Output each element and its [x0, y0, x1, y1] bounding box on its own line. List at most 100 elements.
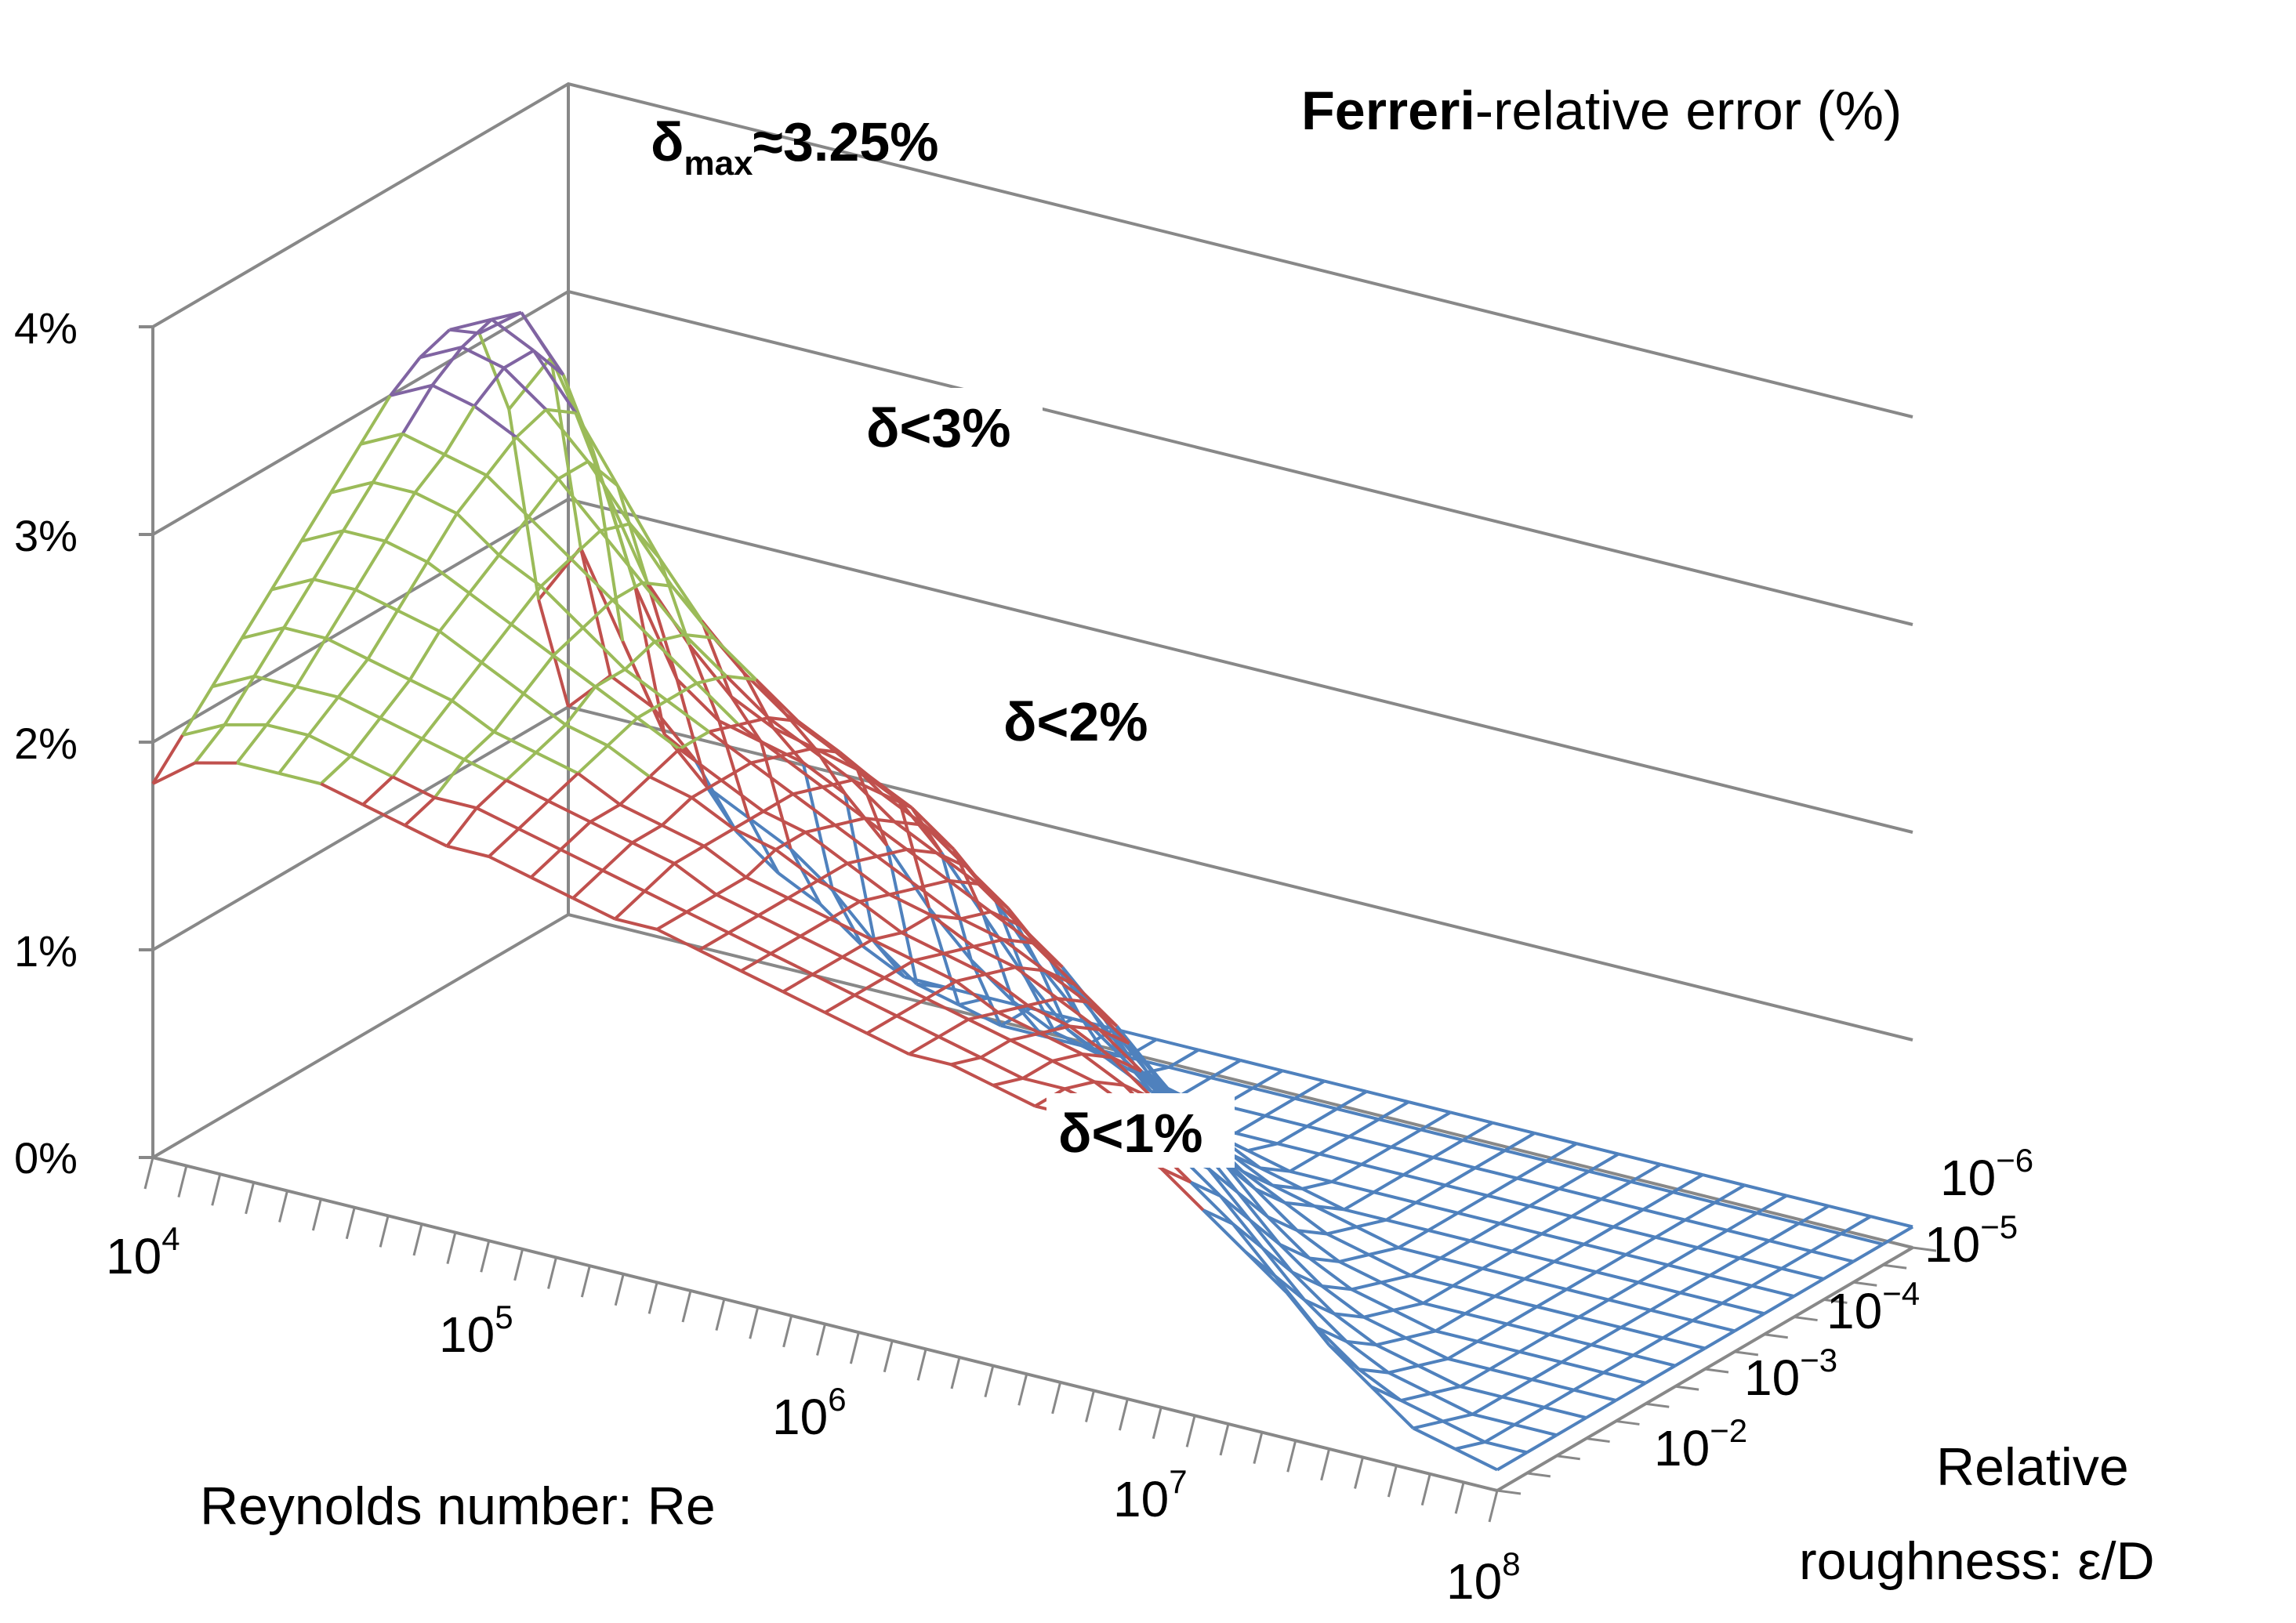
surface-eps-line-12-17 — [895, 997, 927, 1018]
surface-re-line-7-5 — [569, 557, 614, 602]
surface-re-line-8-23 — [1296, 1229, 1340, 1263]
surface-eps-line-7-10 — [750, 754, 782, 765]
surface-re-line-8-26 — [1423, 1302, 1466, 1316]
surface-re-line-1-1 — [579, 547, 625, 643]
re-tick-16 — [681, 1290, 692, 1323]
surface-re-line-3-1 — [520, 311, 565, 376]
surface-eps-line-0-16 — [1210, 1059, 1242, 1079]
surface-eps-line-4-29 — [1637, 1263, 1669, 1284]
surface-eps-line-9-17 — [985, 965, 1016, 976]
surface-eps-line-0-24 — [1546, 1142, 1578, 1163]
surface-eps-line-10-32 — [1585, 1399, 1617, 1419]
surface-eps-line-1-10 — [927, 908, 960, 1005]
surface-eps-line-5-8 — [726, 674, 756, 682]
surface-eps-line-1-16 — [1180, 1076, 1212, 1097]
surface-re-line-7-21 — [1242, 1170, 1286, 1205]
surface-re-line-3-8 — [814, 747, 858, 771]
surface-eps-line-6-30 — [1620, 1309, 1652, 1329]
surface-re-line-1-18 — [1294, 1096, 1337, 1110]
surface-eps-line-1-20 — [1348, 1118, 1380, 1139]
surface-re-line-9-22 — [1224, 1163, 1269, 1218]
surface-eps-line-5-25 — [1439, 1239, 1471, 1260]
surface-re-line-11-26 — [1333, 1312, 1377, 1346]
surface-eps-line-6-12 — [864, 817, 895, 824]
surface-eps-line-11-2 — [295, 637, 328, 688]
surface-re-line-10-4 — [438, 629, 483, 664]
surface-re-line-6-2 — [473, 404, 517, 439]
surface-eps-line-6-5 — [569, 529, 602, 560]
surface-eps-line-9-0 — [270, 540, 303, 591]
surface-re-line-14-17 — [866, 1031, 910, 1056]
surface-eps-line-5-2 — [473, 367, 506, 408]
re-tick-35 — [1320, 1448, 1331, 1481]
surface-re-line-13-9 — [560, 848, 604, 872]
surface-eps-line-4-15 — [1048, 959, 1082, 1016]
surface-re-line-7-4 — [527, 516, 572, 560]
surface-eps-line-6-6 — [611, 581, 644, 602]
surface-re-line-1-17 — [1252, 1086, 1296, 1100]
re-tick-18 — [749, 1306, 760, 1339]
surface-eps-line-0-30 — [1797, 1205, 1830, 1225]
re-tick-22 — [883, 1340, 894, 1373]
surface-re-line-0-18 — [1324, 1079, 1367, 1093]
surface-re-line-9-19 — [1098, 1028, 1143, 1073]
surface-re-line-11-6 — [493, 730, 537, 755]
surface-eps-line-8-11 — [762, 792, 794, 813]
lt2-label-bg — [992, 682, 1180, 756]
surface-eps-line-12-21 — [1064, 1080, 1095, 1091]
surface-eps-line-7-6 — [582, 599, 614, 629]
surface-eps-line-7-15 — [960, 910, 992, 921]
surface-re-line-0-30 — [1828, 1204, 1871, 1219]
surface-re-line-14-5 — [362, 802, 406, 827]
re-tick-40 — [1488, 1490, 1499, 1523]
surface-re-line-11-10 — [661, 824, 705, 848]
surface-re-line-14-28 — [1328, 1343, 1373, 1388]
surface-eps-line-9-9 — [648, 748, 680, 778]
roughness-tick-0 — [1496, 1489, 1522, 1495]
surface-re-line-10-0 — [270, 578, 314, 592]
surface-eps-line-9-27 — [1406, 1329, 1436, 1340]
surface-eps-line-1-21 — [1390, 1128, 1422, 1149]
surface-eps-line-6-0 — [359, 394, 392, 445]
surface-re-line-8-6 — [582, 626, 626, 671]
surface-re-line-13-20 — [1022, 1077, 1065, 1091]
surface-eps-line-3-29 — [1667, 1246, 1699, 1266]
surface-re-line-2-26 — [1601, 1197, 1644, 1212]
roughness-tick-10 — [1794, 1316, 1818, 1322]
surface-eps-line-12-32 — [1525, 1433, 1558, 1455]
re-tick-15 — [647, 1282, 658, 1314]
surface-eps-line-10-26 — [1333, 1312, 1365, 1319]
surface-re-line-8-14 — [918, 886, 963, 920]
surface-eps-line-5-5 — [600, 522, 631, 533]
roughness-tick-14 — [1912, 1246, 1937, 1252]
surface-eps-line-12-3 — [307, 696, 340, 737]
surface-re-line-12-1 — [253, 675, 297, 689]
surface-re-line-12-26 — [1303, 1299, 1348, 1343]
surface-eps-line-8-12 — [804, 824, 836, 834]
roughness-tick-5 — [1645, 1402, 1670, 1408]
surface-eps-line-2-21 — [1360, 1145, 1392, 1166]
surface-eps-line-11-30 — [1471, 1395, 1503, 1416]
surface-eps-line-4-0 — [419, 328, 451, 359]
surface-re-line-3-5 — [687, 643, 733, 698]
surface-re-line-6-31 — [1692, 1319, 1736, 1333]
surface-eps-line-2-7 — [772, 726, 804, 764]
surface-re-line-5-22 — [1344, 1208, 1387, 1222]
surface-re-line-10-28 — [1447, 1357, 1491, 1371]
surface-re-line-1-19 — [1336, 1107, 1380, 1121]
surface-re-line-8-1 — [372, 480, 415, 495]
surface-eps-line-10-13 — [787, 879, 819, 900]
surface-eps-line-4-25 — [1469, 1222, 1501, 1242]
surface-re-line-1-26 — [1630, 1180, 1674, 1194]
surface-re-line-7-2 — [444, 453, 488, 477]
surface-eps-line-9-6 — [522, 654, 555, 695]
surface-re-line-9-7 — [594, 685, 639, 719]
surface-re-line-12-3 — [337, 695, 381, 719]
surface-re-line-9-1 — [343, 529, 386, 543]
re-tick-21 — [849, 1331, 860, 1364]
surface-re-line-4-29 — [1667, 1263, 1710, 1277]
z-tick-label-3: 3% — [14, 511, 78, 560]
surface-re-line-12-13 — [757, 914, 801, 938]
error-surface — [151, 310, 1914, 1472]
surface-eps-line-12-1 — [223, 675, 256, 726]
